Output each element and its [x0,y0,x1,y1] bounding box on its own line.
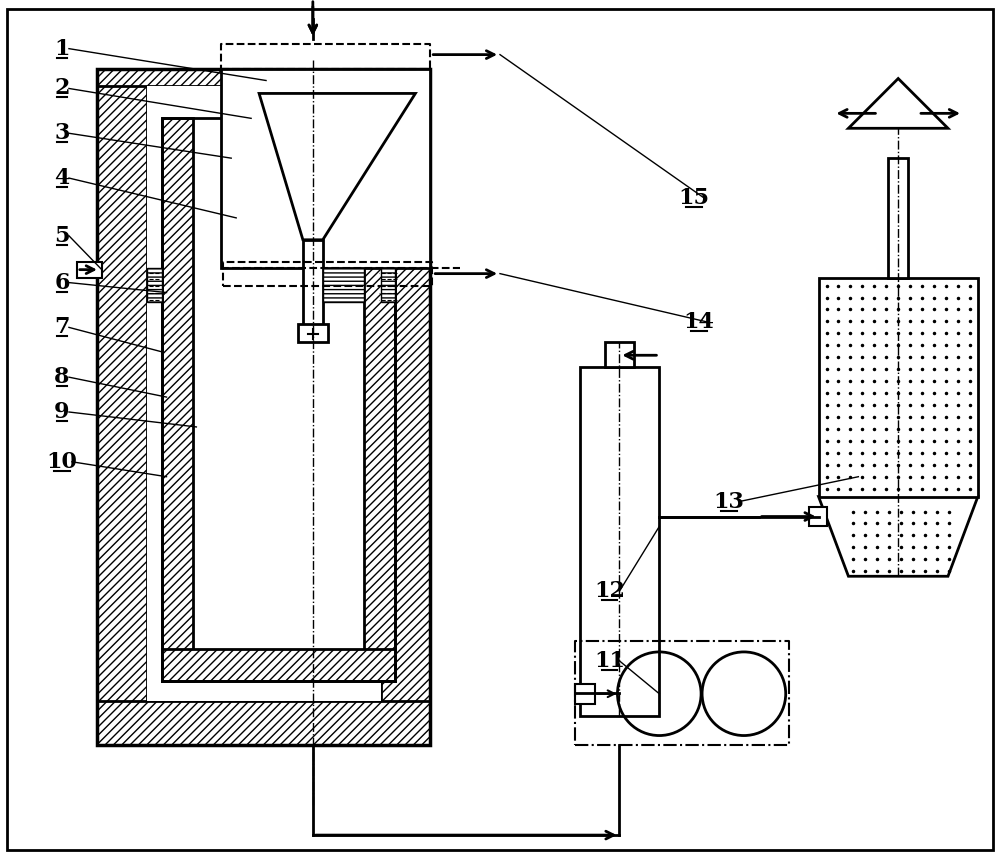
Bar [97,68,430,746]
Bar [97,68,147,746]
Text: 3: 3 [54,122,70,144]
Text: 2: 2 [54,78,70,99]
Bar [97,68,430,86]
Bar [819,278,978,497]
Text: 9: 9 [54,401,70,423]
Bar [162,649,395,681]
Bar [162,118,193,681]
Bar [147,268,162,303]
Bar [77,262,102,278]
Bar [381,68,430,746]
Bar [809,506,827,527]
Text: 10: 10 [47,451,77,473]
Text: 14: 14 [684,311,715,333]
Bar [381,268,395,303]
Text: 4: 4 [54,167,70,189]
Bar [575,684,595,704]
Bar [605,342,634,367]
Text: 11: 11 [594,650,625,672]
Bar [221,68,430,268]
Bar [147,86,381,701]
Bar [303,239,323,327]
Text: 15: 15 [679,187,710,209]
Bar [162,118,395,681]
Text: 13: 13 [714,491,744,513]
Bar [298,324,328,342]
Polygon shape [819,497,978,576]
Bar [364,118,395,681]
Bar [580,367,659,716]
Text: 5: 5 [54,225,70,247]
Text: 7: 7 [54,316,70,339]
Bar [888,158,908,278]
Text: 12: 12 [594,581,625,602]
Text: 1: 1 [54,38,70,60]
Text: 6: 6 [54,272,70,293]
Bar [323,268,364,303]
Text: 8: 8 [54,366,70,388]
Bar [97,701,430,746]
